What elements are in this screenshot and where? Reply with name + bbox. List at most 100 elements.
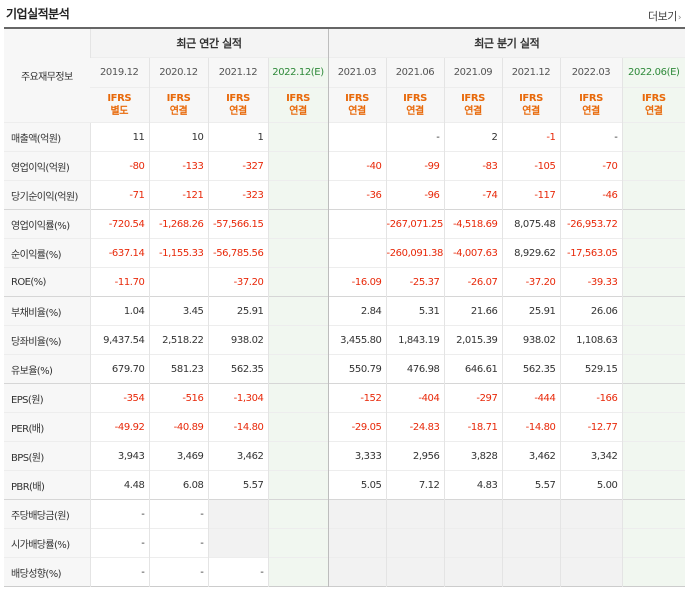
row-label: 주당배당금(원): [4, 499, 90, 529]
table-cell: -: [559, 122, 622, 152]
table-cell: 562.35: [207, 354, 268, 384]
accounting-standard-header: IFRS 연결: [385, 87, 444, 123]
table-row: ROE(%) -11.70 -37.20 -16.09 -25.37 -26.07 -37.…: [4, 267, 686, 297]
table-cell: -327: [207, 151, 268, 181]
table-cell: 3,943: [89, 441, 149, 471]
table-cell: 550.79: [327, 354, 386, 384]
table-row: 유보율(%) 679.70 581.23 562.35 550.79 476.98 646.…: [4, 354, 686, 384]
table-cell: -96: [385, 180, 444, 210]
table-cell: 1: [207, 122, 268, 152]
period-header: 2021.06: [385, 57, 444, 88]
table-cell: -4,518.69: [443, 209, 502, 239]
chevron-right-icon: ›: [677, 13, 682, 23]
table-cell: 2.84: [327, 296, 386, 326]
table-cell: 679.70: [89, 354, 149, 384]
table-cell: [501, 557, 560, 587]
table-cell: -14.80: [501, 412, 560, 442]
period-header: 2021.12: [207, 57, 268, 88]
table-cell: -: [207, 557, 268, 587]
table-cell: -323: [207, 180, 268, 210]
table-cell: -11.70: [89, 267, 149, 297]
table-cell: -56,785.56: [207, 238, 268, 268]
table-cell: [327, 122, 386, 152]
table-cell: [267, 238, 328, 268]
financial-summary-table: 주요재무정보 최근 연간 실적 최근 분기 실적 2019.12 2020.12 2…: [4, 27, 686, 587]
table-cell: 10: [148, 122, 208, 152]
table-cell: 2,518.22: [148, 325, 208, 355]
standard-line: IFRS: [345, 93, 369, 104]
table-cell: 6.08: [148, 470, 208, 500]
table-cell: [621, 122, 686, 152]
table-cell: 646.61: [443, 354, 502, 384]
table-cell: [207, 528, 268, 558]
table-cell: 2,015.39: [443, 325, 502, 355]
table-cell: 26.06: [559, 296, 622, 326]
table-cell: -18.71: [443, 412, 502, 442]
table-cell: [327, 528, 386, 558]
table-row: BPS(원) 3,943 3,469 3,462 3,333 2,956 3,828 3,46…: [4, 441, 686, 471]
row-label: 순이익률(%): [4, 238, 90, 268]
period-header: 2021.03: [327, 57, 386, 88]
table-row: 당기순이익(억원) -71 -121 -323 -36 -96 -74 -117 -46: [4, 180, 686, 210]
table-cell: -720.54: [89, 209, 149, 239]
accounting-standard-header: IFRS 연결: [267, 87, 328, 123]
table-cell: 8,929.62: [501, 238, 560, 268]
table-row: 영업이익(억원) -80 -133 -327 -40 -99 -83 -105 -70: [4, 151, 686, 181]
row-label: 당좌비율(%): [4, 325, 90, 355]
table-cell: 5.05: [327, 470, 386, 500]
table-cell: [267, 557, 328, 587]
table-cell: -: [89, 557, 149, 587]
table-cell: [443, 499, 502, 529]
table-cell: -17,563.05: [559, 238, 622, 268]
table-cell: [148, 267, 208, 297]
more-label: 더보기: [648, 10, 677, 23]
table-cell: -121: [148, 180, 208, 210]
table-cell: [621, 180, 686, 210]
row-label: PBR(배): [4, 470, 90, 500]
table-cell: -: [385, 122, 444, 152]
table-cell: 3,462: [207, 441, 268, 471]
table-cell: [267, 412, 328, 442]
row-label: EPS(원): [4, 383, 90, 413]
table-cell: -267,071.25: [385, 209, 444, 239]
table-row: 부채비율(%) 1.04 3.45 25.91 2.84 5.31 21.66 25.91 26…: [4, 296, 686, 326]
row-label: 매출액(억원): [4, 122, 90, 152]
standard-line: 연결: [229, 106, 247, 117]
table-cell: -26.07: [443, 267, 502, 297]
table-cell: 3,469: [148, 441, 208, 471]
row-label: 배당성향(%): [4, 557, 90, 587]
accounting-standard-header: IFRS 연결: [501, 87, 560, 123]
table-cell: -71: [89, 180, 149, 210]
table-cell: [267, 122, 328, 152]
table-cell: [207, 499, 268, 529]
table-cell: 4.48: [89, 470, 149, 500]
accounting-standard-header: IFRS 연결: [621, 87, 686, 123]
accounting-standard-header: IFRS 연결: [207, 87, 268, 123]
standard-line: 별도: [110, 106, 129, 117]
table-cell: -49.92: [89, 412, 149, 442]
row-label: 당기순이익(억원): [4, 180, 90, 210]
table-row: EPS(원) -354 -516 -1,304 -152 -404 -297 -444 -166: [4, 383, 686, 413]
table-cell: 7.12: [385, 470, 444, 500]
row-label: BPS(원): [4, 441, 90, 471]
table-cell: 562.35: [501, 354, 560, 384]
table-cell: -57,566.15: [207, 209, 268, 239]
table-cell: 5.00: [559, 470, 622, 500]
table-cell: [501, 499, 560, 529]
table-cell: [621, 557, 686, 587]
table-cell: [621, 325, 686, 355]
table-cell: -: [89, 528, 149, 558]
table-cell: [501, 528, 560, 558]
row-label: 시가배당률(%): [4, 528, 90, 558]
period-header: 2021.12: [501, 57, 560, 88]
table-cell: [327, 238, 386, 268]
table-row: 매출액(억원) 11 10 1-2 -1-: [4, 122, 686, 152]
table-cell: -260,091.38: [385, 238, 444, 268]
table-cell: -25.37: [385, 267, 444, 297]
more-link[interactable]: 더보기›: [648, 8, 682, 24]
table-cell: -1,155.33: [148, 238, 208, 268]
table-cell: -1: [501, 122, 560, 152]
table-cell: -444: [501, 383, 560, 413]
table-cell: [621, 296, 686, 326]
accounting-standard-header: IFRS 연결: [443, 87, 502, 123]
